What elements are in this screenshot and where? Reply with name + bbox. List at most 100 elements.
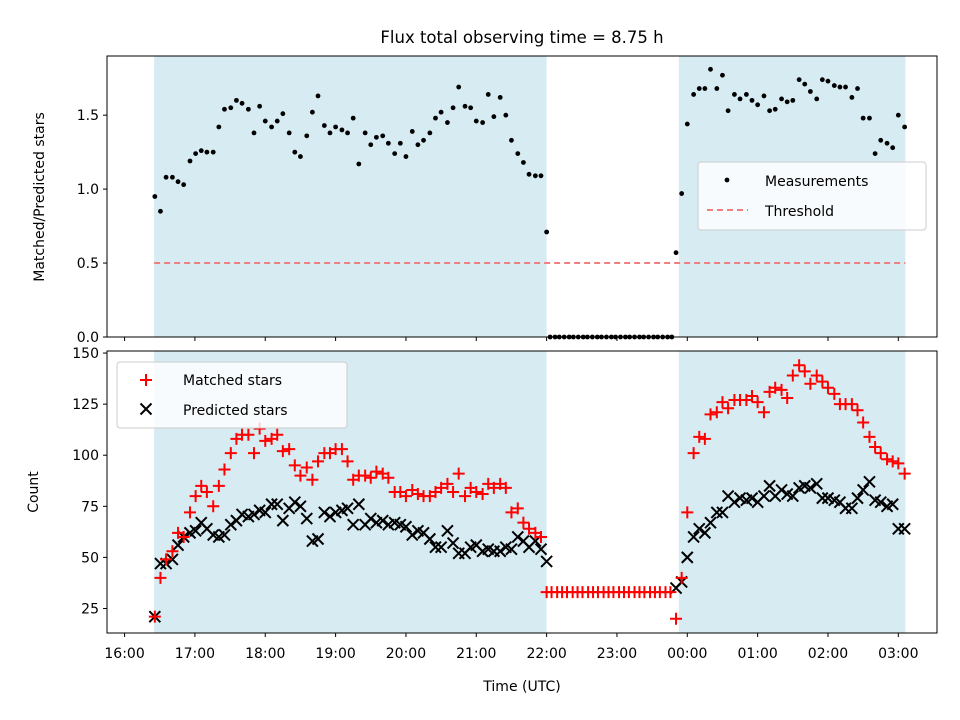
predicted-star-point <box>845 502 859 515</box>
measurement-point <box>234 97 239 103</box>
measurement-point <box>679 191 685 196</box>
matched-star-point <box>499 481 512 494</box>
predicted-star-point <box>856 483 870 497</box>
y-tick-label: 0.0 <box>77 330 99 346</box>
matched-star-point <box>341 455 354 468</box>
measurement-point <box>831 83 837 88</box>
predicted-star-point <box>863 475 876 488</box>
predicted-star-point <box>166 553 179 566</box>
measurement-point <box>673 250 679 256</box>
ratio-panel: 0.0 0.5 1.0 1.5 Matched/Predicted stars Mea… <box>32 55 938 346</box>
y-tick-label: 75 <box>81 499 99 515</box>
x-tick-label: 18:00 <box>245 646 285 662</box>
matched-star-point <box>184 506 196 519</box>
matched-star-point <box>200 486 213 498</box>
x-tick-label: 03:00 <box>878 646 918 662</box>
matched-star-point <box>757 406 770 419</box>
measurement-point <box>274 118 280 124</box>
measurement-point <box>708 66 713 72</box>
measurement-point <box>397 140 403 146</box>
measurement-point <box>895 112 901 118</box>
measurement-point <box>385 140 391 146</box>
y-tick-label: 100 <box>72 448 99 464</box>
measurement-point <box>544 229 550 235</box>
matched-star-point <box>869 441 882 454</box>
measurement-point <box>373 134 379 140</box>
matched-star-point <box>195 479 208 492</box>
matched-star-point <box>259 434 272 447</box>
matched-star-point <box>816 375 829 388</box>
measurement-point <box>350 115 356 121</box>
matched-star-point <box>300 461 313 474</box>
predicted-star-point <box>540 555 553 568</box>
matched-star-point <box>775 383 788 396</box>
matched-star-point <box>698 432 711 445</box>
matched-star-point <box>294 469 307 482</box>
top-legend-box <box>697 161 927 231</box>
y-tick-label: 0.5 <box>77 256 99 272</box>
predicted-star-point <box>681 551 694 564</box>
measurement-point <box>433 115 438 121</box>
matched-star-point <box>670 612 683 625</box>
matched-star-point <box>470 486 483 498</box>
matched-star-point <box>710 406 723 419</box>
y-tick-label: 1.0 <box>77 182 99 198</box>
measurement-point <box>749 97 755 103</box>
measurement-point <box>345 130 350 136</box>
measurement-point <box>304 133 310 139</box>
matched-star-point <box>271 428 284 441</box>
measurement-point <box>339 127 345 133</box>
measurement-point <box>239 100 245 106</box>
measurement-point <box>767 108 772 114</box>
measurement-point <box>509 137 514 143</box>
predicted-star-point <box>406 528 419 542</box>
predicted-star-point <box>265 498 278 511</box>
measurement-point <box>462 103 468 109</box>
matched-star-point <box>886 455 899 468</box>
measurement-point <box>890 145 896 151</box>
x-tick-label: 20:00 <box>386 646 426 662</box>
measurement-point <box>309 109 315 115</box>
measurement-point <box>814 96 820 102</box>
predicted-star-point <box>429 540 442 554</box>
measurement-point <box>473 118 479 124</box>
measurement-point <box>333 124 339 130</box>
matched-star-point <box>283 443 296 456</box>
matched-star-point <box>212 479 225 492</box>
matched-legend-marker <box>140 374 152 386</box>
matched-star-point <box>218 463 231 476</box>
x-axis-label: Time (UTC) <box>482 679 560 695</box>
matched-star-point <box>335 443 348 456</box>
measurement-point <box>819 77 825 83</box>
predicted-star-point <box>247 508 261 521</box>
measurement-point <box>526 171 532 177</box>
matched-star-point <box>693 430 706 443</box>
matched-star-point <box>821 381 834 394</box>
top-y-axis-label: Matched/Predicted stars <box>32 112 48 282</box>
measurement-point <box>257 103 263 109</box>
measurement-point <box>860 115 866 121</box>
matched-star-point <box>154 571 167 584</box>
measurement-point <box>468 105 474 111</box>
matched-star-point <box>288 459 301 472</box>
legend-matched: Matched stars <box>183 373 282 389</box>
measurement-point <box>198 148 204 154</box>
matched-star-point <box>505 506 518 519</box>
measurement-point <box>321 123 327 128</box>
predicted-star-point <box>218 528 231 542</box>
predicted-star-point <box>276 514 290 527</box>
matched-star-point <box>435 481 448 494</box>
top-axes-frame <box>106 55 938 338</box>
matched-star-point <box>312 455 325 468</box>
measurement-point <box>187 158 193 164</box>
matched-star-point <box>722 402 735 415</box>
predicted-star-point <box>710 506 724 519</box>
measurement-point <box>210 149 216 155</box>
predicted-star-point <box>423 532 437 546</box>
bottom-legend-box <box>116 361 348 429</box>
x-tick-label: 21:00 <box>456 646 496 662</box>
matched-star-point <box>810 369 823 382</box>
matched-star-point <box>511 502 524 515</box>
matched-star-point <box>716 396 729 409</box>
